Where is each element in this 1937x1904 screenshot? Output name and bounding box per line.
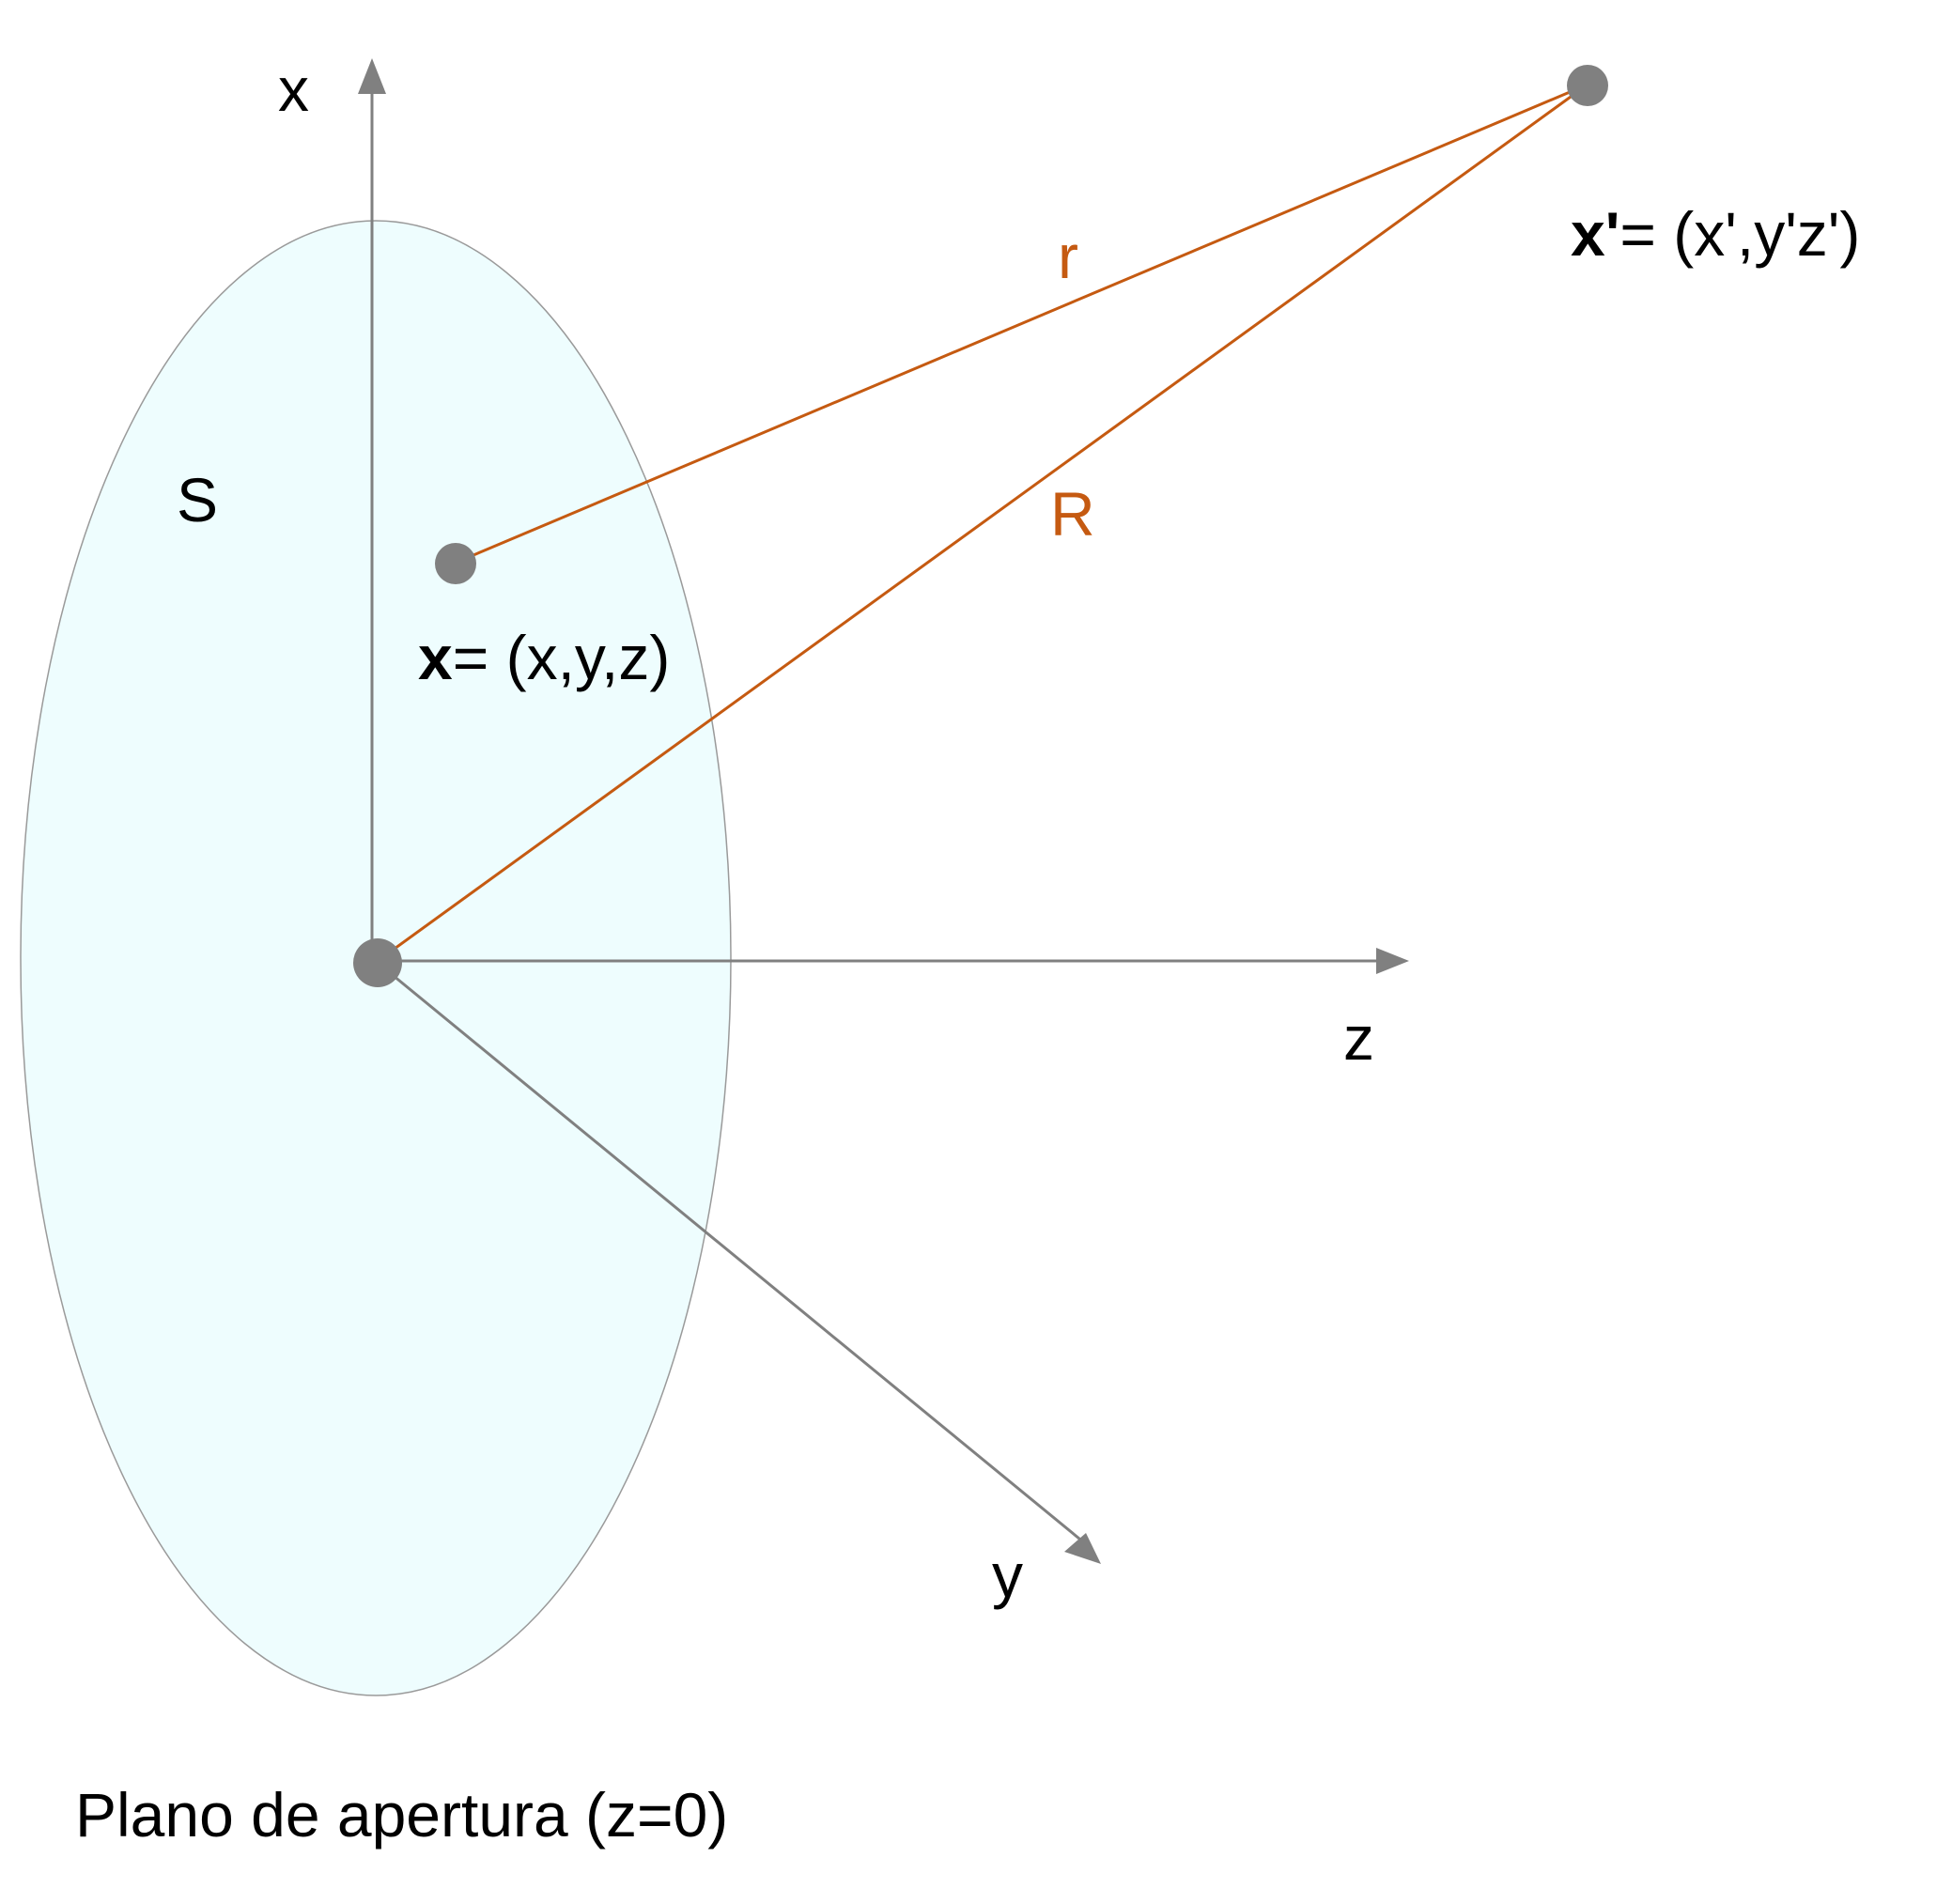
observation-point-coords: = (x',y'z'): [1619, 199, 1860, 269]
x-axis-label: x: [278, 54, 309, 124]
origin-point: [353, 938, 402, 987]
source-point: [435, 543, 476, 584]
distance-r-label: r: [1058, 222, 1078, 291]
source-point-symbol: x: [418, 623, 453, 692]
distance-R-label: R: [1050, 479, 1095, 549]
distance-r-line: [455, 83, 1588, 565]
aperture-label: S: [177, 465, 218, 534]
aperture-caption: Plano de apertura (z=0): [75, 1780, 728, 1850]
observation-point-symbol: x': [1571, 199, 1619, 269]
y-axis-label: y: [992, 1540, 1023, 1610]
y-axis: [377, 961, 1086, 1545]
source-point-label: x= (x,y,z): [418, 623, 670, 692]
y-axis-arrowhead: [1064, 1533, 1101, 1564]
z-axis-label: z: [1343, 1003, 1374, 1073]
source-point-coords: = (x,y,z): [453, 623, 671, 692]
x-axis-arrowhead: [358, 58, 386, 94]
z-axis-arrowhead: [1376, 948, 1409, 974]
distance-R-line: [377, 83, 1588, 963]
observation-point: [1567, 65, 1608, 106]
observation-point-label: x'= (x',y'z'): [1571, 199, 1860, 269]
